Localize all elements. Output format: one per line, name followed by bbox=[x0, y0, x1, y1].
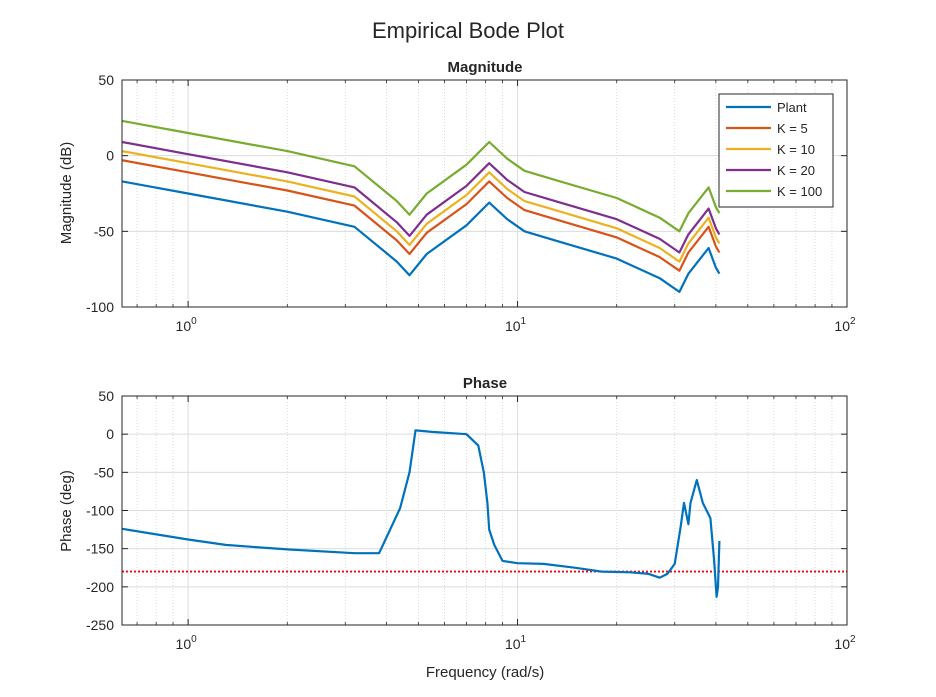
magnitude-legend: Plant K = 5 K = 10 K = 20 K = 100 bbox=[718, 93, 834, 208]
legend-entry-label: K = 20 bbox=[777, 163, 815, 178]
phase-y-tick-label: 0 bbox=[106, 426, 114, 442]
phase-y-tick-label: -100 bbox=[86, 503, 114, 519]
phase-x-tick-label: 102 bbox=[834, 634, 856, 652]
phase-y-axis-label: Phase (deg) bbox=[58, 470, 75, 552]
magnitude-y-axis-label: Magnitude (dB) bbox=[58, 142, 75, 245]
magnitude-series-line-3 bbox=[122, 140, 721, 254]
phase-x-axis-label: Frequency (rad/s) bbox=[426, 664, 544, 681]
legend-entry-label: Plant bbox=[777, 100, 807, 115]
magnitude-series-line-4 bbox=[122, 119, 721, 233]
magnitude-y-tick-label: 50 bbox=[98, 72, 114, 88]
phase-y-tick-label: 50 bbox=[98, 388, 114, 404]
magnitude-series-line-2 bbox=[122, 150, 721, 263]
magnitude-series-line-0 bbox=[122, 180, 721, 293]
magnitude-x-tick-label: 101 bbox=[505, 316, 527, 334]
phase-axes: Phase Phase (deg) Frequency (rad/s) 100 1… bbox=[58, 375, 856, 681]
magnitude-y-tick-label: -100 bbox=[86, 299, 114, 315]
magnitude-y-tick-label: 0 bbox=[106, 148, 114, 164]
phase-y-tick-label: -250 bbox=[86, 617, 114, 633]
magnitude-y-tick-label: -50 bbox=[94, 223, 114, 239]
magnitude-axes-frame bbox=[121, 79, 848, 308]
phase-y-tick-label: -150 bbox=[86, 541, 114, 557]
phase-axes-frame bbox=[121, 395, 848, 626]
magnitude-x-tick-label: 100 bbox=[176, 316, 198, 334]
legend-box bbox=[718, 93, 834, 208]
magnitude-axes-title: Magnitude bbox=[448, 59, 523, 76]
magnitude-x-tick-label: 102 bbox=[834, 316, 856, 334]
phase-y-tick-label: -50 bbox=[94, 464, 114, 480]
magnitude-series-line-1 bbox=[122, 159, 721, 272]
legend-entry-label: K = 10 bbox=[777, 142, 815, 157]
phase-x-tick-label: 101 bbox=[505, 634, 527, 652]
figure-title: Empirical Bode Plot bbox=[372, 18, 564, 43]
legend-entry-label: K = 100 bbox=[777, 184, 822, 199]
legend-entry-label: K = 5 bbox=[777, 121, 808, 136]
magnitude-axes: Magnitude Magnitude (dB) 100 101 102 -100 -5… bbox=[58, 59, 856, 334]
phase-axes-title: Phase bbox=[463, 375, 507, 392]
phase-x-tick-label: 100 bbox=[176, 634, 198, 652]
phase-series-line-0 bbox=[122, 429, 721, 598]
phase-y-tick-label: -200 bbox=[86, 579, 114, 595]
